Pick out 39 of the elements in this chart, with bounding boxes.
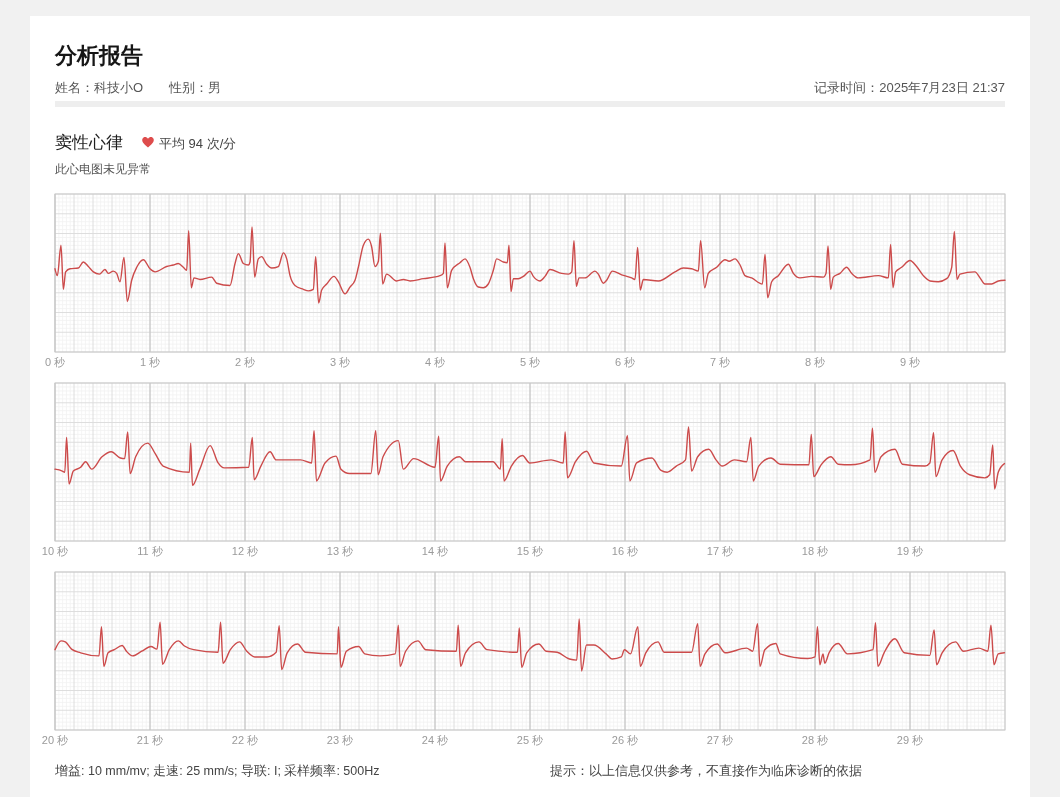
- x-tick-label: 29 秒: [896, 734, 924, 746]
- x-tick-label: 28 秒: [801, 734, 829, 746]
- x-tick-label: 17 秒: [706, 545, 734, 557]
- x-tick-label: 14 秒: [421, 545, 449, 557]
- x-tick-label: 26 秒: [611, 734, 639, 746]
- chart-title: 分析报告: [54, 43, 143, 68]
- text: 记录时间：2025年7月23日 21:37: [814, 80, 1005, 95]
- text: 姓名：科技小O: [55, 80, 144, 95]
- x-tick-label: 2 秒: [234, 356, 256, 368]
- x-tick-label: 9 秒: [899, 356, 921, 368]
- x-tick-label: 18 秒: [801, 545, 829, 557]
- x-tick-label: 20 秒: [41, 734, 69, 746]
- x-tick-label: 16 秒: [611, 545, 639, 557]
- x-tick-label: 23 秒: [326, 734, 354, 746]
- x-tick-label: 3 秒: [329, 356, 351, 368]
- x-tick-label: 21 秒: [136, 734, 164, 746]
- chart-subtitle: 窦性心律: [55, 133, 123, 152]
- text: 平均 94 次/分: [159, 136, 237, 151]
- x-tick-label: 7 秒: [709, 356, 731, 368]
- x-tick-label: 10 秒: [41, 545, 69, 557]
- x-tick-label: 27 秒: [706, 734, 734, 746]
- x-tick-label: 11 秒: [137, 545, 163, 557]
- text: 此心电图未见异常: [55, 162, 151, 176]
- x-tick-label: 6 秒: [614, 356, 636, 368]
- x-tick-label: 4 秒: [424, 356, 446, 368]
- x-tick-label: 13 秒: [326, 545, 354, 557]
- x-tick-label: 5 秒: [519, 356, 541, 368]
- text: 增益: 10 mm/mv; 走速: 25 mm/s; 导联: I; 采样频率: 500Hz: [54, 763, 380, 778]
- x-tick-label: 15 秒: [516, 545, 544, 557]
- text: 性别：男: [168, 80, 222, 95]
- x-tick-label: 12 秒: [231, 545, 259, 557]
- x-tick-label: 1 秒: [139, 356, 161, 368]
- x-tick-label: 25 秒: [516, 734, 544, 746]
- x-tick-label: 0 秒: [44, 356, 66, 368]
- x-tick-label: 19 秒: [896, 545, 924, 557]
- x-tick-label: 8 秒: [804, 356, 826, 368]
- text: 提示：以上信息仅供参考，不直接作为临床诊断的依据: [550, 764, 862, 778]
- x-tick-label: 22 秒: [231, 734, 259, 746]
- x-tick-label: 24 秒: [421, 734, 449, 746]
